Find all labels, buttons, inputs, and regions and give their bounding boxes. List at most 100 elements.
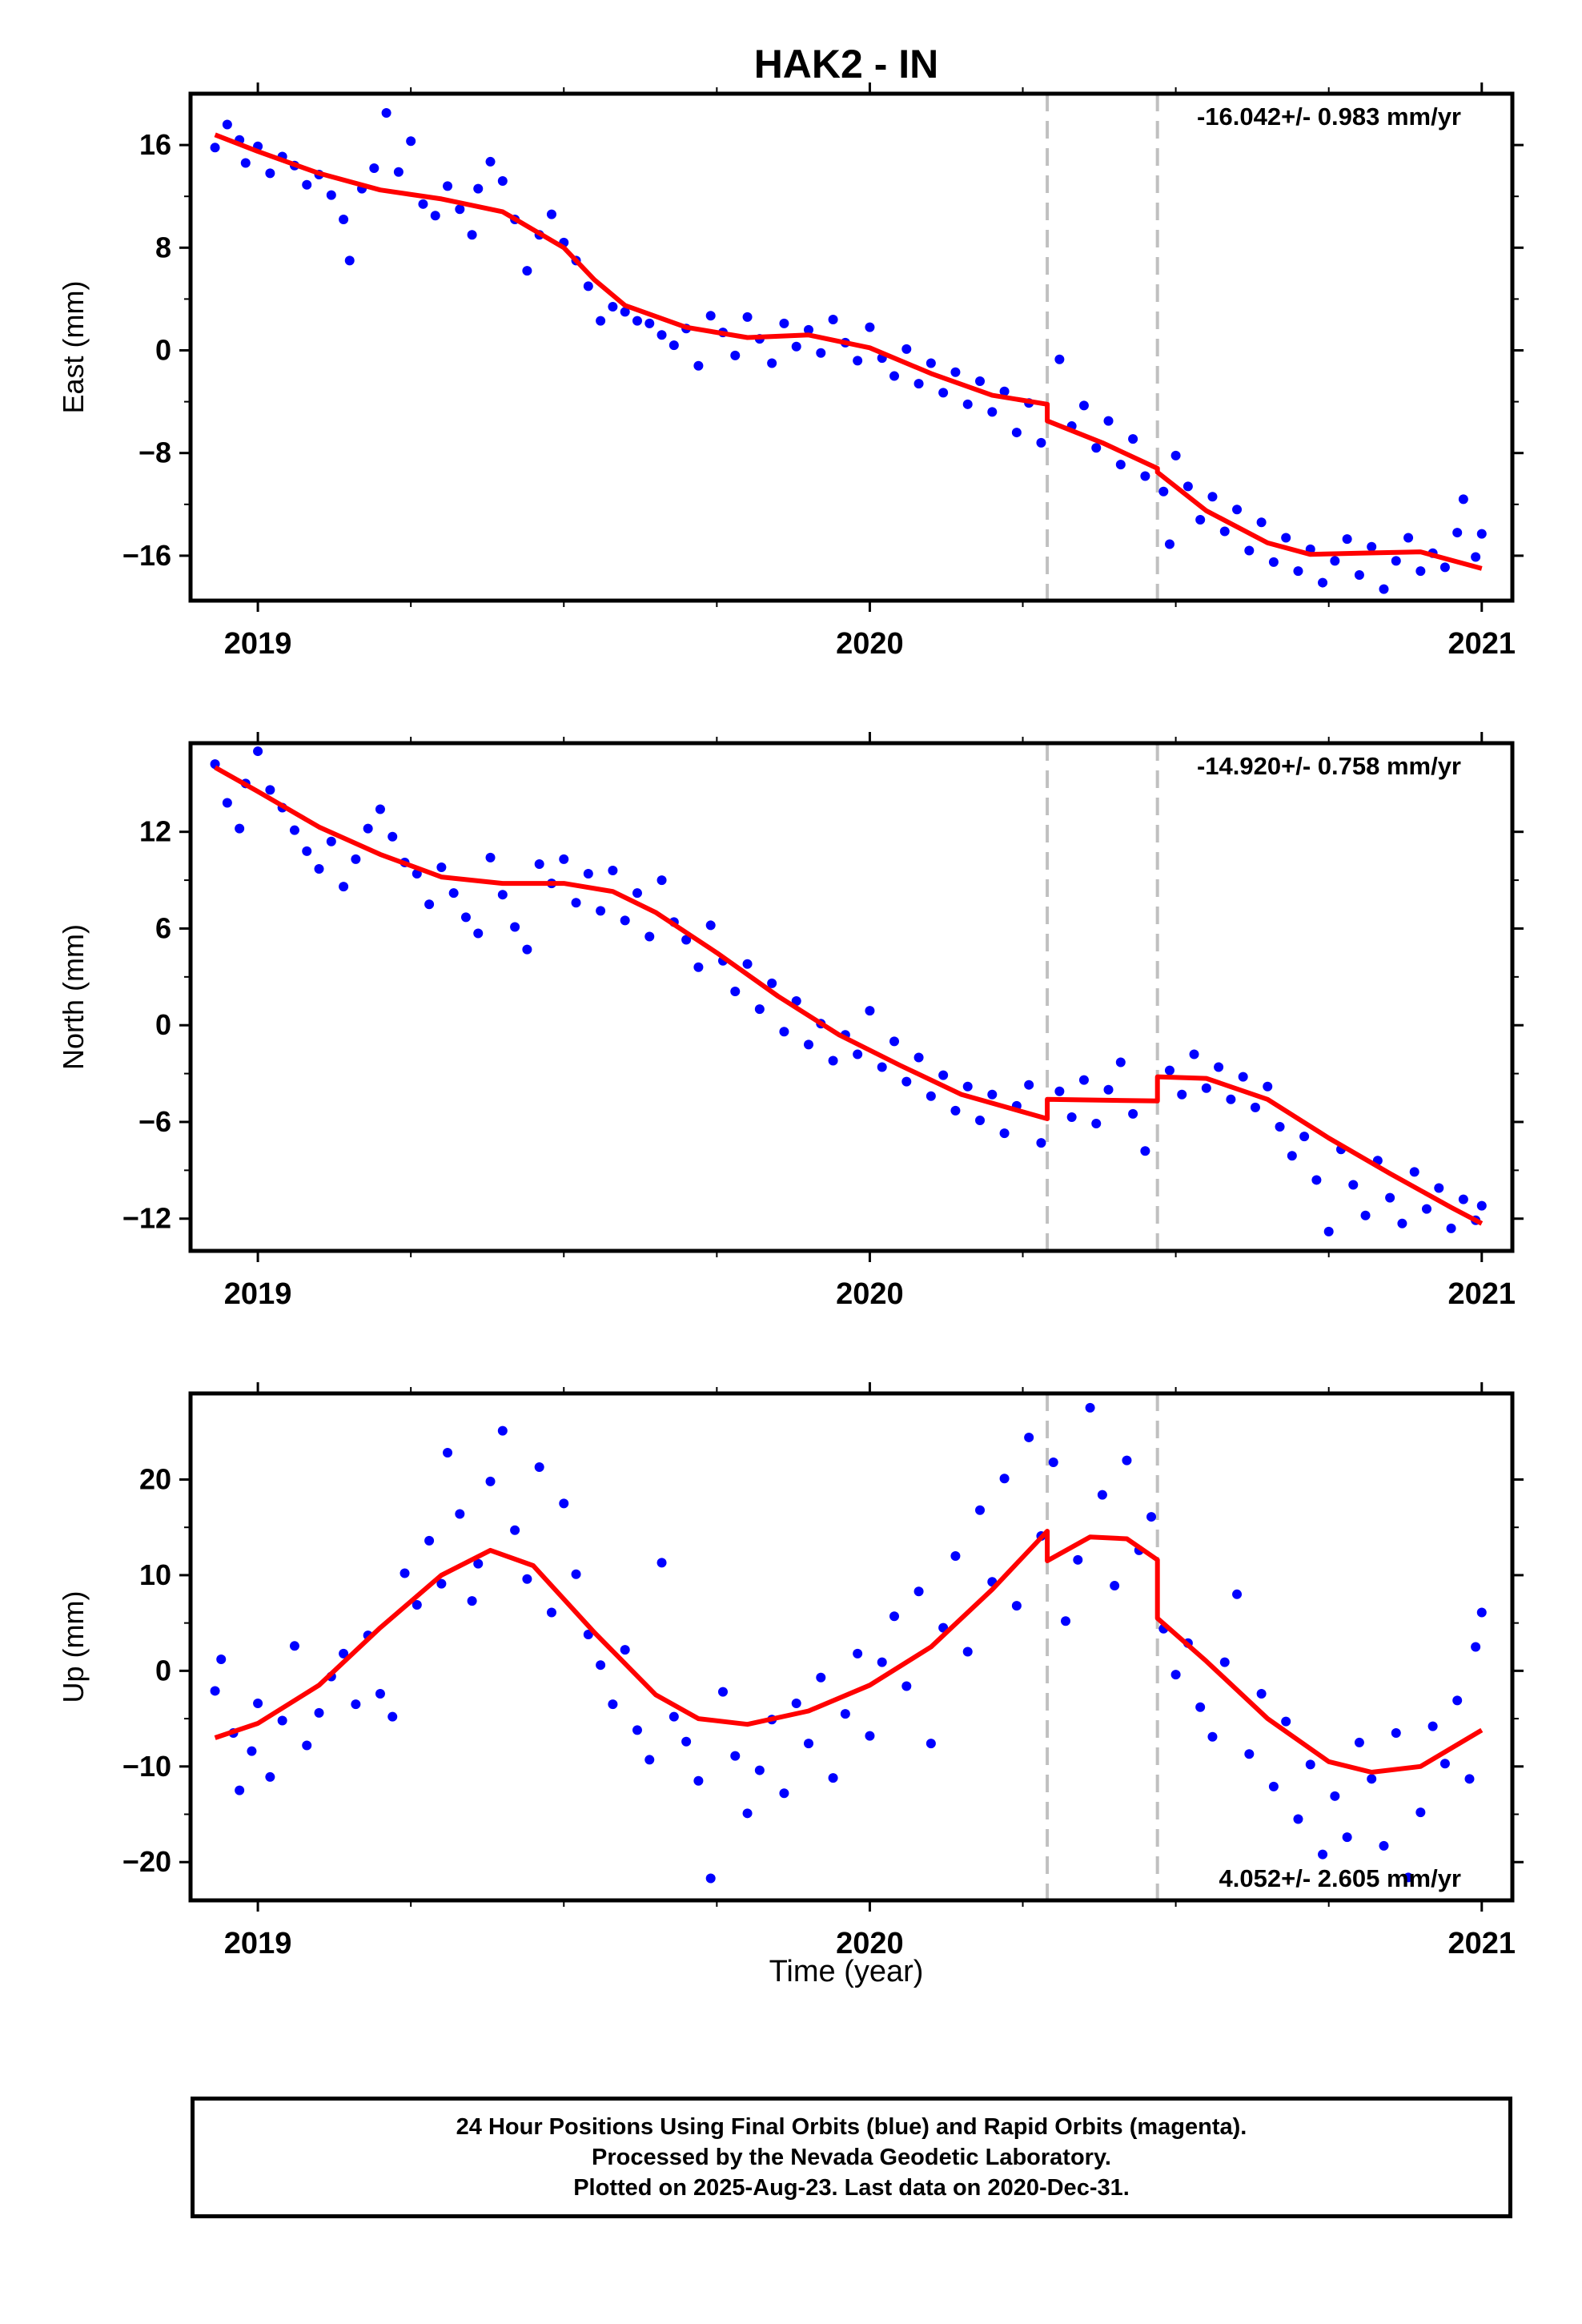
- data-point-north-90: [1323, 1226, 1334, 1236]
- data-point-north-20: [448, 888, 459, 899]
- data-point-east-39: [669, 340, 679, 351]
- data-point-up-89: [1268, 1781, 1279, 1791]
- x-tick-label-up-1: 2020: [836, 1927, 904, 1960]
- data-point-up-71: [1048, 1457, 1058, 1467]
- data-point-north-31: [583, 869, 593, 879]
- data-point-up-5: [253, 1698, 263, 1708]
- data-point-up-27: [510, 1525, 520, 1535]
- data-point-north-21: [460, 912, 471, 923]
- data-point-up-23: [467, 1596, 477, 1606]
- data-point-north-44: [742, 959, 753, 969]
- data-point-north-32: [596, 906, 606, 916]
- data-point-north-82: [1226, 1094, 1236, 1104]
- data-point-up-37: [632, 1725, 642, 1735]
- data-point-up-72: [1061, 1616, 1071, 1626]
- y-tick-label-north-2: 0: [155, 1008, 171, 1041]
- data-point-up-9: [302, 1740, 312, 1751]
- data-point-east-77: [1140, 471, 1150, 481]
- data-point-east-98: [1391, 556, 1401, 566]
- data-point-up-40: [669, 1711, 679, 1722]
- data-point-north-54: [865, 1006, 875, 1016]
- footer-caption-box: 24 Hour Positions Using Final Orbits (bl…: [191, 2097, 1512, 2218]
- data-point-north-100: [1446, 1223, 1456, 1233]
- data-point-up-10: [314, 1707, 324, 1718]
- data-point-east-82: [1195, 515, 1206, 525]
- data-point-east-88: [1268, 557, 1279, 567]
- data-point-up-100: [1403, 1872, 1414, 1883]
- data-point-up-76: [1110, 1581, 1120, 1591]
- data-point-north-25: [510, 922, 520, 932]
- data-point-east-93: [1330, 556, 1340, 566]
- data-point-up-28: [522, 1574, 532, 1584]
- data-point-north-101: [1458, 1194, 1468, 1204]
- data-point-up-104: [1452, 1695, 1463, 1706]
- data-point-north-58: [913, 1052, 924, 1063]
- x-tick-label-north-1: 2020: [836, 1277, 904, 1311]
- data-point-up-75: [1097, 1490, 1107, 1500]
- data-point-east-44: [730, 350, 741, 360]
- data-point-east-102: [1439, 562, 1450, 573]
- data-point-east-50: [803, 324, 813, 335]
- data-point-north-76: [1140, 1146, 1150, 1156]
- data-point-north-80: [1201, 1083, 1211, 1093]
- data-point-up-25: [485, 1476, 496, 1486]
- panel-up: 20 10 0 −10 −20 2019 2020 2021 Up (mm) 4.052+/- 2…: [57, 1382, 1524, 1960]
- data-point-up-67: [999, 1474, 1010, 1484]
- data-point-east-61: [938, 388, 949, 398]
- data-point-east-16: [393, 167, 404, 177]
- data-point-up-63: [950, 1551, 961, 1562]
- data-point-north-30: [571, 898, 581, 908]
- data-point-north-63: [975, 1115, 986, 1125]
- data-point-up-6: [265, 1771, 275, 1782]
- plot-frame-north: [188, 741, 1515, 1253]
- data-point-east-0: [210, 143, 220, 153]
- data-point-north-26: [522, 944, 532, 955]
- data-point-east-74: [1103, 416, 1114, 426]
- data-point-east-76: [1128, 434, 1138, 444]
- rate-label-north: -14.920+/- 0.758 mm/yr: [1197, 752, 1461, 780]
- data-point-east-10: [326, 190, 336, 200]
- data-point-east-55: [865, 322, 875, 332]
- data-point-up-99: [1391, 1727, 1401, 1738]
- data-point-up-42: [693, 1775, 704, 1786]
- data-point-east-49: [791, 341, 801, 352]
- data-point-east-83: [1207, 492, 1218, 502]
- data-point-up-74: [1085, 1402, 1095, 1413]
- y-tick-label-east-3: −8: [139, 436, 171, 469]
- data-point-up-58: [889, 1611, 900, 1622]
- y-tick-label-up-0: 20: [139, 1462, 171, 1495]
- data-point-east-72: [1078, 400, 1089, 411]
- data-point-up-102: [1427, 1721, 1438, 1731]
- data-point-east-36: [632, 316, 642, 326]
- data-point-east-105: [1471, 552, 1481, 562]
- data-point-east-42: [705, 311, 716, 321]
- data-point-east-95: [1354, 569, 1364, 580]
- data-point-up-17: [400, 1568, 410, 1578]
- data-point-north-78: [1177, 1089, 1187, 1100]
- y-tick-label-north-3: −6: [139, 1105, 171, 1138]
- data-point-north-53: [853, 1049, 863, 1059]
- data-point-up-22: [455, 1509, 465, 1519]
- data-point-up-65: [975, 1505, 986, 1515]
- data-point-up-31: [559, 1498, 569, 1509]
- x-tick-label-up-2: 2021: [1448, 1927, 1516, 1960]
- data-point-east-17: [406, 136, 416, 147]
- data-point-east-1: [222, 119, 232, 130]
- data-point-up-39: [656, 1558, 667, 1568]
- data-point-north-48: [791, 996, 801, 1007]
- data-point-east-103: [1452, 528, 1463, 538]
- data-point-up-21: [443, 1448, 453, 1458]
- data-point-north-98: [1421, 1204, 1431, 1214]
- data-point-up-49: [779, 1788, 789, 1799]
- data-point-up-13: [351, 1699, 361, 1710]
- data-point-north-12: [351, 854, 361, 864]
- data-point-north-45: [754, 1004, 765, 1015]
- y-tick-label-east-4: −16: [122, 539, 171, 572]
- data-point-up-18: [412, 1599, 422, 1610]
- data-point-up-24: [473, 1558, 484, 1569]
- data-point-up-1: [216, 1655, 227, 1665]
- data-point-up-54: [840, 1709, 850, 1719]
- data-point-east-52: [828, 315, 838, 325]
- data-point-east-64: [975, 376, 986, 386]
- data-point-east-78: [1158, 486, 1169, 497]
